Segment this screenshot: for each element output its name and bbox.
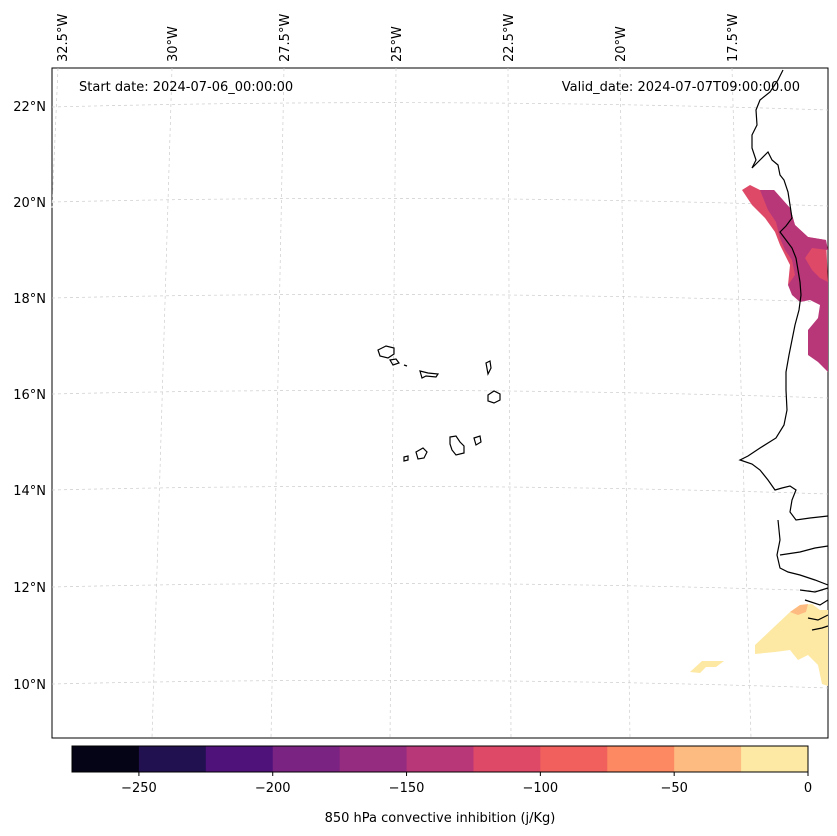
island-maio bbox=[473, 435, 482, 446]
lon-label-17-5: 17.5°W bbox=[726, 14, 741, 62]
guinea-bissau-coast bbox=[799, 587, 829, 606]
gridline-lon-25 bbox=[389, 67, 397, 739]
lat-label-18: 18°N bbox=[13, 292, 46, 307]
colorbar-cell bbox=[339, 746, 408, 772]
island-brava bbox=[403, 455, 409, 462]
gridline-lat-14 bbox=[51, 485, 829, 495]
island-santiago bbox=[449, 435, 465, 456]
gridline-lon-30 bbox=[151, 67, 173, 739]
colorbar: −250 −200 −150 −100 −50 0 850 hPa convective … bbox=[71, 745, 812, 826]
colorbar-outline bbox=[71, 745, 809, 773]
colorbar-tick-label: −150 bbox=[389, 781, 425, 796]
gridlines bbox=[51, 67, 829, 739]
colorbar-cell bbox=[540, 746, 608, 772]
longitude-labels: 32.5°W 30°W 27.5°W 25°W 22.5°W 20°W 17.5… bbox=[56, 14, 741, 62]
start-date-text: Start date: 2024-07-06_00:00:00 bbox=[79, 80, 293, 95]
island-sal bbox=[485, 360, 492, 376]
map-frame bbox=[51, 67, 829, 739]
valid-date-text: Valid_date: 2024-07-07T09:00:00.00 bbox=[562, 80, 800, 95]
colorbar-tick-label: −250 bbox=[121, 781, 157, 796]
colorbar-label: 850 hPa convective inhibition (j/Kg) bbox=[325, 811, 556, 826]
gridline-lon-32-5 bbox=[51, 67, 59, 209]
island-fogo bbox=[415, 447, 428, 460]
lat-label-12: 12°N bbox=[13, 581, 46, 596]
cape-verde-islands bbox=[377, 345, 501, 462]
lat-label-22: 22°N bbox=[13, 100, 46, 115]
island-sao-vicente bbox=[389, 358, 400, 366]
colorbar-cell bbox=[607, 746, 675, 772]
lat-label-10: 10°N bbox=[13, 678, 46, 693]
colorbar-cell bbox=[473, 746, 541, 772]
gridline-lat-22 bbox=[51, 102, 829, 111]
gridline-lat-12 bbox=[51, 582, 829, 592]
colorbar-cell bbox=[205, 746, 274, 772]
cin-field bbox=[690, 185, 828, 686]
colorbar-cell bbox=[272, 746, 341, 772]
lon-label-25: 25°W bbox=[390, 26, 405, 62]
gridline-lon-22-5 bbox=[507, 67, 512, 739]
guinea-coast bbox=[807, 614, 829, 631]
cin-patch-small bbox=[690, 661, 724, 673]
coastlines bbox=[738, 69, 829, 631]
colorbar-cell bbox=[741, 746, 809, 772]
colorbar-tick-label: −200 bbox=[255, 781, 291, 796]
colorbar-tick-label: 0 bbox=[804, 781, 812, 796]
lon-label-27-5: 27.5°W bbox=[278, 14, 293, 62]
cin-patch-mauritania-south bbox=[760, 190, 828, 372]
gridline-lon-17-5 bbox=[731, 67, 752, 739]
colorbar-ticks: −250 −200 −150 −100 −50 0 bbox=[121, 772, 812, 796]
africa-coastline bbox=[738, 69, 829, 521]
lat-label-14: 14°N bbox=[13, 484, 46, 499]
gridline-lon-20 bbox=[619, 67, 631, 739]
lat-label-20: 20°N bbox=[13, 196, 46, 211]
lon-label-20: 20°W bbox=[614, 26, 629, 62]
colorbar-tick-label: −50 bbox=[660, 781, 687, 796]
colorbar-cell bbox=[72, 746, 140, 772]
lon-label-22-5: 22.5°W bbox=[502, 14, 517, 62]
cin-patch-guinea bbox=[755, 604, 828, 686]
colorbar-cell bbox=[674, 746, 742, 772]
senegal-coast bbox=[776, 519, 829, 586]
island-santa-luzia bbox=[403, 364, 408, 367]
colorbar-cell bbox=[406, 746, 474, 772]
gambia-coast bbox=[779, 545, 829, 556]
gridline-lat-16 bbox=[51, 389, 829, 399]
island-boa-vista bbox=[487, 390, 501, 404]
lon-label-32-5: 32.5°W bbox=[56, 14, 71, 62]
colorbar-cell bbox=[138, 746, 207, 772]
colorbar-cells bbox=[72, 746, 809, 772]
gridline-lat-10 bbox=[51, 679, 829, 689]
lat-label-16: 16°N bbox=[13, 388, 46, 403]
gridline-lat-20 bbox=[51, 197, 829, 207]
island-santo-antao bbox=[377, 345, 395, 359]
latitude-labels: 22°N 20°N 18°N 16°N 14°N 12°N 10°N bbox=[13, 100, 46, 693]
gridline-lat-18 bbox=[51, 293, 829, 303]
cin-patch-guinea-orange bbox=[790, 604, 808, 615]
island-sao-nicolau bbox=[419, 370, 440, 379]
lon-label-30: 30°W bbox=[166, 26, 181, 62]
colorbar-tick-label: −100 bbox=[523, 781, 559, 796]
gridline-lon-27-5 bbox=[270, 67, 285, 739]
